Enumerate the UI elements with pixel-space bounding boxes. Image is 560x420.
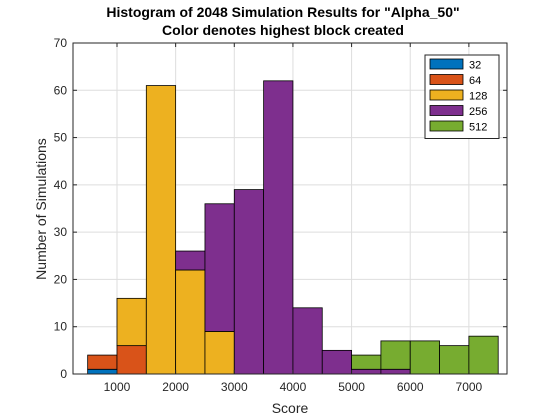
bar-segment-128 xyxy=(146,86,175,374)
legend-label-512: 512 xyxy=(469,122,487,134)
y-tick-label: 0 xyxy=(60,367,67,381)
y-axis-label: Number of Simulations xyxy=(33,138,49,280)
legend-label-256: 256 xyxy=(469,106,487,118)
legend-label-128: 128 xyxy=(469,91,487,103)
x-tick-label: 3000 xyxy=(221,380,248,394)
y-tick-label: 40 xyxy=(54,178,68,192)
bar-segment-512 xyxy=(469,336,498,374)
chart-title: Histogram of 2048 Simulation Results for… xyxy=(106,4,459,20)
x-axis-label: Score xyxy=(272,400,309,416)
y-tick-label: 60 xyxy=(54,83,68,97)
legend-swatch-32 xyxy=(430,59,463,69)
x-tick-label: 2000 xyxy=(162,380,189,394)
legend-swatch-512 xyxy=(430,121,463,131)
bar-segment-256 xyxy=(264,81,293,374)
bar-segment-256 xyxy=(352,369,381,374)
bar-segment-32 xyxy=(88,369,117,374)
y-tick-label: 50 xyxy=(54,131,68,145)
bar-segment-256 xyxy=(205,204,234,332)
bar-segment-128 xyxy=(176,270,205,374)
bar-segment-256 xyxy=(381,369,410,374)
x-tick-label: 7000 xyxy=(456,380,483,394)
x-tick-label: 1000 xyxy=(104,380,131,394)
bar-segment-512 xyxy=(410,341,439,374)
bar-segment-256 xyxy=(234,190,263,374)
bar-segment-64 xyxy=(117,346,146,374)
y-tick-label: 30 xyxy=(54,225,68,239)
x-tick-label: 4000 xyxy=(280,380,307,394)
y-tick-label: 70 xyxy=(54,36,68,50)
x-tick-label: 6000 xyxy=(397,380,424,394)
y-tick-label: 20 xyxy=(54,272,68,286)
bar-segment-256 xyxy=(293,308,322,374)
legend-label-32: 32 xyxy=(469,60,481,72)
bar-segment-64 xyxy=(88,355,117,369)
legend: 32 64 128 256 512 xyxy=(425,55,499,139)
x-tick-label: 5000 xyxy=(338,380,365,394)
legend-label-64: 64 xyxy=(469,75,481,87)
chart-subtitle: Color denotes highest block created xyxy=(162,22,404,38)
bar-segment-128 xyxy=(117,298,146,345)
bar-segment-512 xyxy=(440,346,469,374)
legend-swatch-64 xyxy=(430,75,463,85)
bar-segment-128 xyxy=(205,331,234,374)
y-tick-label: 10 xyxy=(54,320,68,334)
bar-segment-256 xyxy=(322,350,351,374)
bar-segment-512 xyxy=(352,355,381,369)
legend-swatch-128 xyxy=(430,90,463,100)
bar-segment-256 xyxy=(176,251,205,270)
legend-swatch-256 xyxy=(430,106,463,116)
bar-segment-512 xyxy=(381,341,410,369)
